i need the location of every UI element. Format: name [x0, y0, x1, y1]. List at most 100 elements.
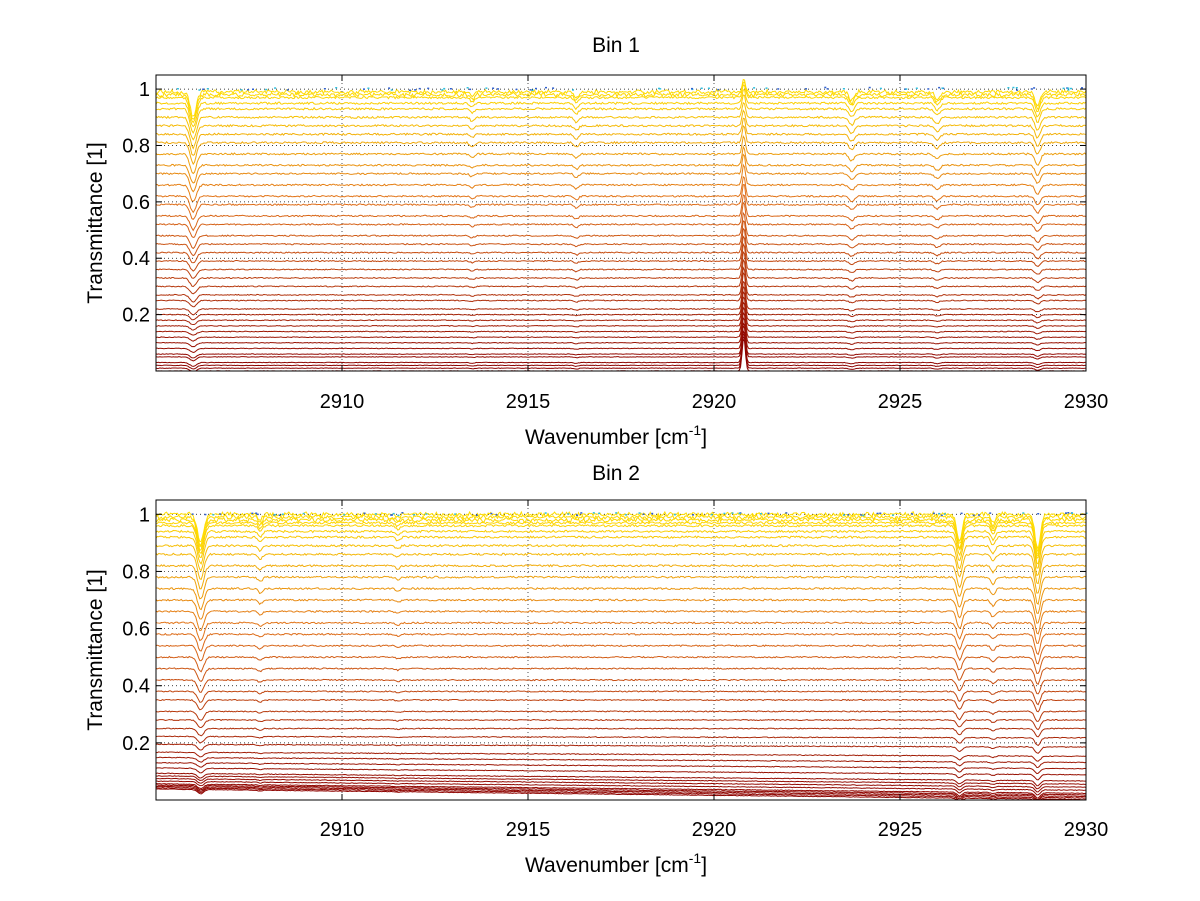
noise-point [843, 514, 845, 516]
noise-point [941, 87, 944, 89]
noise-point [847, 514, 850, 516]
noise-point [805, 88, 807, 90]
noise-point [374, 513, 377, 515]
series-line [155, 335, 1087, 372]
noise-point [495, 514, 498, 516]
noise-point [723, 512, 726, 515]
noise-point [475, 514, 478, 516]
y-tick-label: 0.6 [122, 619, 150, 641]
noise-point [731, 512, 734, 514]
noise-point [960, 512, 963, 515]
noise-point [240, 89, 243, 91]
noise-point [441, 89, 444, 91]
noise-point [777, 88, 780, 90]
noise-point [255, 512, 258, 514]
noise-point [202, 88, 205, 90]
noise-point [204, 513, 207, 516]
series-line [155, 290, 1087, 325]
y-tick-label: 0.2 [122, 305, 150, 327]
noise-point [1033, 87, 1036, 89]
series-line [155, 311, 1087, 348]
series-line [155, 563, 1087, 594]
noise-point [938, 512, 941, 515]
noise-point [497, 88, 499, 90]
noise-point [879, 512, 882, 514]
series-line [155, 756, 1087, 769]
y-tick-label: 0.8 [122, 135, 150, 157]
noise-point [469, 88, 472, 91]
series-line [155, 184, 1087, 220]
series-line [155, 513, 1087, 555]
noise-point [938, 86, 941, 89]
noise-point [860, 514, 863, 516]
series-line [155, 201, 1087, 239]
noise-point [824, 86, 827, 89]
noise-point [191, 513, 194, 515]
noise-point [390, 89, 393, 91]
chart-title: Bin 2 [592, 462, 640, 485]
noise-point [1062, 87, 1065, 90]
noise-point [401, 512, 404, 514]
series-line [155, 250, 1087, 288]
noise-point [598, 512, 601, 515]
noise-point [198, 89, 201, 91]
noise-point [989, 512, 992, 514]
series-line [155, 175, 1087, 214]
noise-point [343, 514, 346, 516]
series-line [155, 586, 1087, 615]
series-line [155, 520, 1087, 557]
noise-point [388, 87, 391, 89]
noise-point [212, 514, 215, 516]
series-line [155, 324, 1086, 362]
series-line [155, 301, 1087, 336]
series-line [155, 81, 1087, 120]
noise-point [252, 88, 254, 90]
noise-point [1066, 87, 1069, 89]
series-line [155, 145, 1087, 184]
axes-box [155, 74, 1087, 372]
plot-area [156, 500, 1086, 800]
noise-point [552, 87, 555, 89]
series-line [155, 609, 1087, 635]
noise-point [977, 514, 980, 516]
noise-point [826, 88, 829, 90]
noise-point [1071, 512, 1074, 514]
series-line [155, 678, 1087, 695]
noise-point [659, 88, 662, 90]
noise-point [302, 512, 305, 515]
series-line [155, 117, 1087, 156]
noise-point [1067, 89, 1070, 91]
series-line [155, 510, 1087, 551]
noise-point [642, 513, 645, 515]
noise-point [274, 87, 277, 89]
noise-point [673, 513, 676, 516]
series-line [155, 321, 1087, 359]
noise-point [692, 514, 695, 516]
chart-title: Bin 1 [592, 34, 640, 57]
noise-point [932, 512, 935, 515]
noise-point [414, 89, 417, 91]
noise-point [367, 87, 370, 89]
noise-point [286, 89, 289, 91]
series-line [155, 667, 1087, 686]
noise-point [576, 514, 579, 516]
series-line [155, 516, 1087, 555]
noise-point [927, 88, 930, 90]
y-tick-label: 0.8 [122, 561, 150, 583]
noise-point [767, 512, 770, 515]
series-line [155, 575, 1087, 605]
noise-point [273, 513, 276, 516]
series-line [155, 258, 1087, 295]
noise-point [1012, 86, 1015, 89]
y-axis-label: Transmittance [1] [84, 142, 107, 303]
noise-point [363, 512, 366, 514]
noise-point [485, 87, 488, 89]
series-line [155, 194, 1087, 232]
noise-point [1022, 512, 1025, 514]
noise-point [658, 87, 660, 90]
noise-point [247, 89, 250, 91]
series-line [155, 710, 1087, 722]
noise-point [1037, 513, 1040, 515]
noise-point [363, 88, 365, 90]
